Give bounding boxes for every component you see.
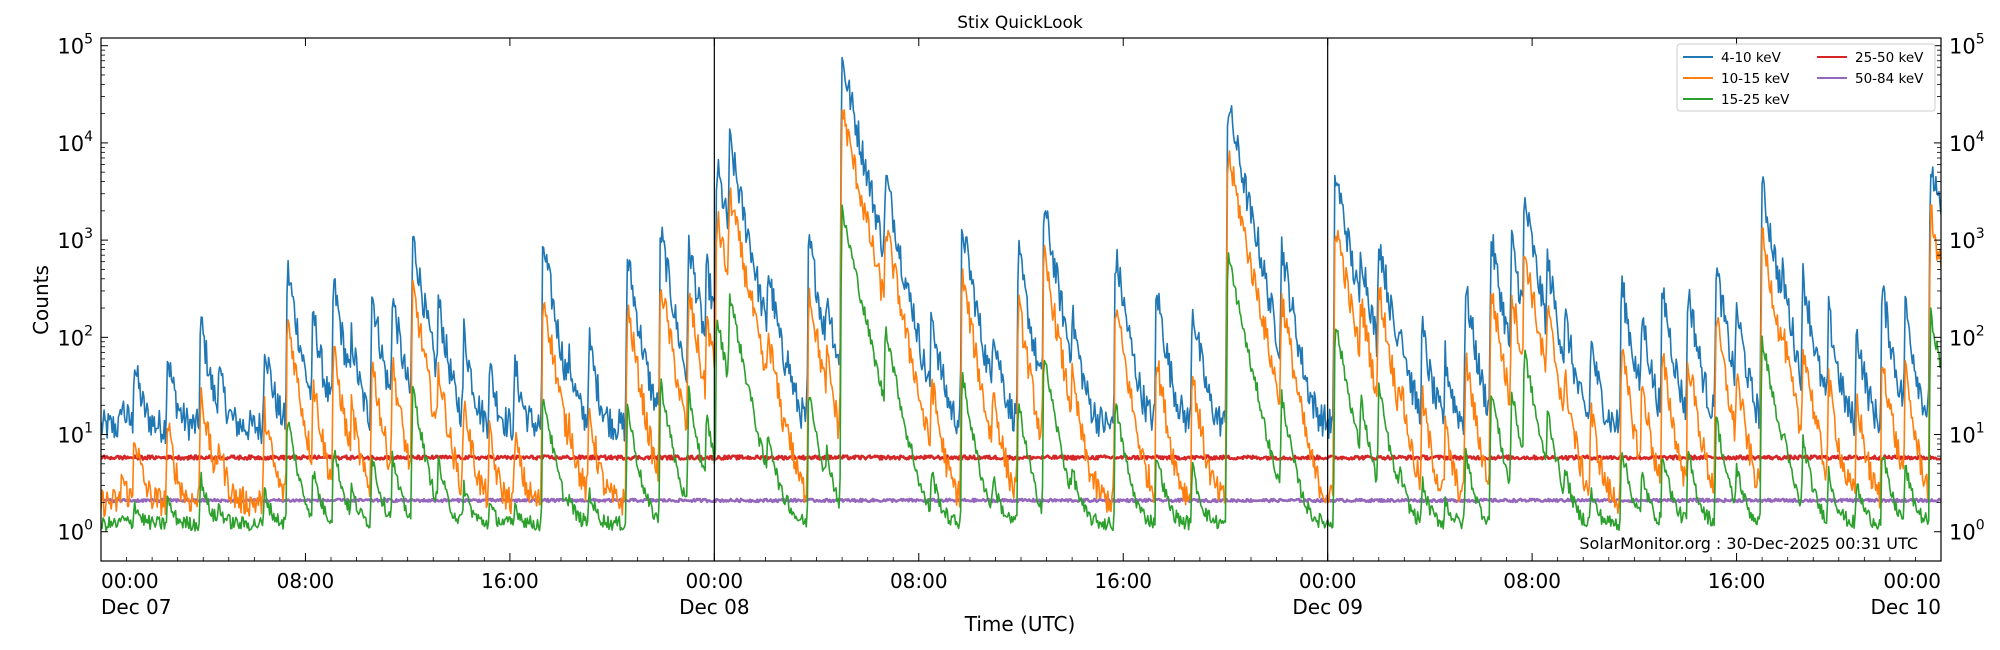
x-tick-time-label: 00:00 [686,569,744,593]
y-tick-label-right: 102 [1949,323,1985,350]
x-tick-time-label: 08:00 [277,569,335,593]
y-tick-label-left: 104 [57,129,93,156]
y-tick-label-right: 100 [1949,518,1985,545]
source-annotation: SolarMonitor.org : 30-Dec-2025 00:31 UTC [1579,534,1918,553]
legend-label: 15-25 keV [1721,92,1790,108]
x-tick-time-label: 00:00 [1883,569,1941,593]
y-tick-label-right: 105 [1949,32,1985,59]
x-tick-date-label: Dec 08 [679,595,750,619]
y-axis-label: Counts [29,265,53,335]
x-tick-time-label: 00:00 [101,569,159,593]
y-tick-label-left: 105 [57,32,93,59]
y-tick-label-left: 100 [57,518,93,545]
x-tick-time-label: 16:00 [1708,569,1766,593]
y-tick-label-right: 104 [1949,129,1985,156]
series-group [101,56,1941,532]
series-line-4-10-kev [101,56,1941,445]
legend-label: 25-50 keV [1855,50,1924,66]
x-tick-date-label: Dec 09 [1292,595,1363,619]
legend-box [1676,43,1936,112]
x-tick-time-label: 08:00 [1503,569,1561,593]
series-line-10-15-kev [101,109,1941,518]
y-axis-ticks: 100 100 101 101 102 102 103 103 104 104 105 105 [57,32,1984,545]
x-tick-date-label: Dec 07 [101,595,172,619]
series-line-15-25-kev [101,204,1941,532]
x-tick-time-label: 08:00 [890,569,948,593]
y-tick-label-left: 102 [57,323,93,350]
legend: 4-10 keV 10-15 keV 15-25 keV 25-50 keV 50-84… [1676,43,1936,112]
day-boundary-lines [713,38,1329,561]
legend-label: 10-15 keV [1721,71,1790,87]
legend-label: 4-10 keV [1721,50,1782,66]
x-axis-label: Time (UTC) [964,612,1076,636]
y-tick-label-left: 103 [57,226,93,253]
legend-label: 50-84 keV [1855,71,1924,87]
x-tick-time-label: 16:00 [481,569,539,593]
y-tick-label-right: 103 [1949,226,1985,253]
x-tick-time-label: 16:00 [1094,569,1152,593]
y-tick-label-right: 101 [1949,421,1985,448]
x-tick-date-label: Dec 10 [1870,595,1941,619]
x-tick-time-label: 00:00 [1299,569,1357,593]
chart-title: Stix QuickLook [957,13,1083,33]
y-tick-label-left: 101 [57,421,93,448]
